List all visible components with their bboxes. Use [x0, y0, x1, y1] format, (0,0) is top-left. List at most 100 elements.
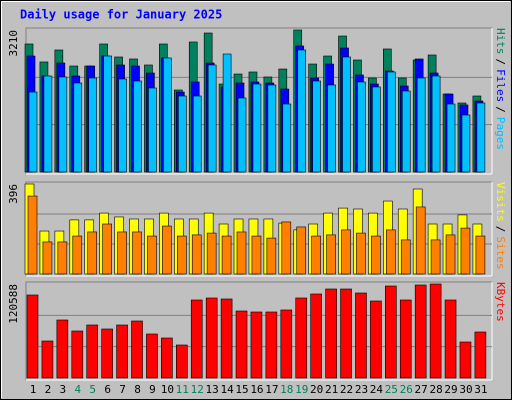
bar [252, 83, 262, 173]
bar [117, 231, 127, 275]
x-tick-label: 4 [74, 383, 81, 396]
bar [431, 75, 441, 173]
x-tick-label: 11 [176, 383, 189, 396]
bar [221, 235, 232, 275]
bar [429, 283, 442, 379]
x-tick-label: 14 [220, 383, 234, 396]
legend-entry: Files [494, 69, 507, 102]
bar [118, 78, 127, 173]
legend-separator: / [494, 59, 507, 66]
bar [445, 234, 456, 275]
x-tick-label: 17 [265, 383, 278, 396]
bar [222, 53, 232, 173]
bar [400, 239, 411, 275]
bar [399, 299, 412, 379]
bar [220, 298, 233, 379]
bar [43, 75, 53, 173]
x-tick-label: 6 [104, 383, 111, 396]
bar [326, 234, 336, 275]
bar [87, 231, 98, 275]
x-tick-label: 25 [385, 383, 398, 396]
y-tick-label: 3210 [7, 30, 20, 57]
bar [236, 231, 247, 275]
bar [132, 231, 142, 275]
bar [295, 297, 308, 379]
x-tick-label: 31 [474, 383, 487, 396]
bar [147, 235, 157, 275]
x-tick-label: 5 [89, 383, 96, 396]
bar [28, 91, 38, 173]
bar [88, 77, 98, 173]
x-tick-label: 7 [119, 383, 126, 396]
bar [207, 64, 217, 173]
bar [370, 300, 382, 379]
bar [206, 232, 217, 275]
bar [356, 232, 366, 275]
bar [42, 241, 53, 275]
bar [102, 223, 112, 275]
bar [387, 71, 396, 173]
bar [342, 56, 351, 173]
bar [103, 55, 112, 173]
bar [265, 311, 278, 379]
bar [325, 288, 337, 379]
x-tick-label: 27 [415, 383, 428, 396]
x-tick-label: 24 [370, 383, 384, 396]
bar [385, 285, 397, 379]
bar [446, 103, 456, 173]
x-tick-label: 9 [149, 383, 156, 396]
bar [146, 333, 158, 379]
bar [311, 235, 321, 275]
bar [27, 195, 38, 275]
bar [26, 294, 39, 379]
x-tick-label: 22 [340, 383, 353, 396]
bar [312, 80, 321, 173]
bar [282, 103, 292, 173]
bar [148, 87, 157, 173]
bar [297, 49, 307, 173]
x-tick-label: 26 [400, 383, 413, 396]
x-tick-label: 29 [444, 383, 457, 396]
y-tick-label: 120588 [7, 284, 20, 324]
x-tick-label: 16 [250, 383, 263, 396]
legend-separator: / [494, 106, 507, 113]
bar [341, 229, 351, 275]
bar [459, 341, 472, 379]
bar [71, 330, 84, 379]
bar [310, 293, 322, 379]
x-tick-label: 13 [206, 383, 219, 396]
bar [101, 328, 113, 379]
bar [371, 235, 381, 275]
legend-entry: Sites [494, 236, 507, 269]
x-tick-label: 10 [161, 383, 174, 396]
bar [57, 241, 68, 275]
bar [444, 299, 457, 379]
bar [475, 235, 486, 275]
bar [251, 235, 262, 275]
bar [267, 84, 277, 173]
bar [250, 311, 263, 379]
bar [340, 288, 352, 379]
bar [176, 344, 188, 379]
bar [73, 82, 83, 173]
bar [281, 221, 292, 275]
bar [296, 226, 307, 275]
legend-entry: KBytes [494, 282, 507, 322]
x-tick-label: 19 [295, 383, 308, 396]
x-tick-label: 21 [325, 383, 338, 396]
legend-separator: / [494, 226, 507, 233]
bar [237, 97, 247, 173]
x-tick-label: 1 [30, 383, 37, 396]
x-tick-label: 3 [60, 383, 67, 396]
legend: KBytes [494, 282, 507, 322]
legend: Visits / Sites [494, 182, 507, 270]
x-tick-label: 12 [191, 383, 204, 396]
bar [372, 86, 381, 173]
bar [131, 320, 143, 379]
bar [357, 81, 366, 173]
bar [56, 319, 69, 379]
x-tick-label: 15 [235, 383, 248, 396]
bar [58, 76, 68, 173]
bar [192, 95, 202, 173]
legend-entry: Pages [494, 117, 507, 150]
